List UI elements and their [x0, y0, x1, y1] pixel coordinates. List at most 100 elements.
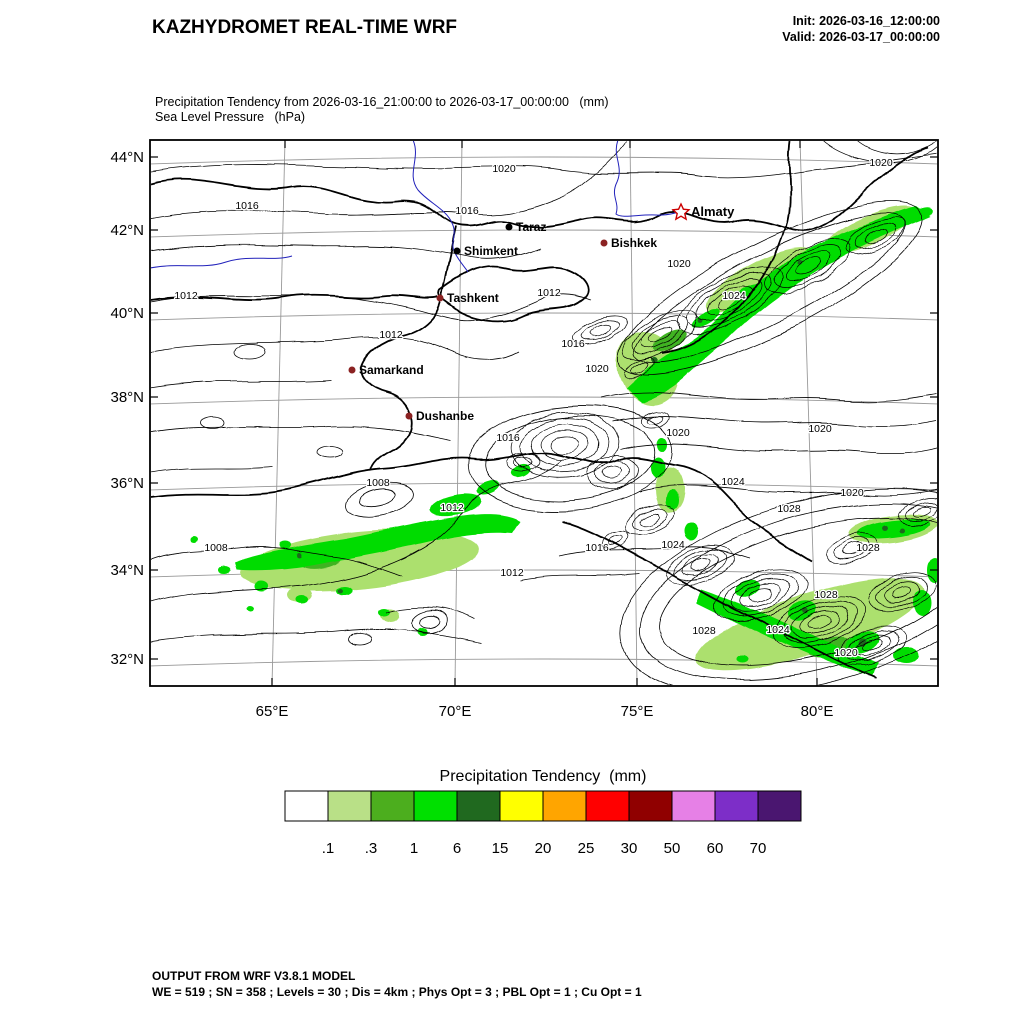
pressure-label: 1028: [692, 625, 716, 637]
pressure-label: 1008: [204, 542, 228, 554]
city-dot-dushanbe: [405, 412, 413, 420]
country-borders: [151, 141, 928, 680]
rivers: [151, 141, 683, 273]
pressure-label: 1020: [585, 363, 609, 375]
lat-label: 42°N: [110, 222, 144, 239]
footer: OUTPUT FROM WRF V3.8.1 MODEL WE = 519 ; …: [152, 969, 642, 999]
pressure-label: 1016: [235, 200, 259, 212]
legend-threshold: 25: [578, 840, 595, 857]
lat-label: 32°N: [110, 651, 144, 668]
legend-swatch: [585, 790, 630, 822]
pressure-label: 1020: [492, 163, 516, 175]
init-time-label: Init: 2026-03-16_12:00:00: [793, 14, 940, 28]
pressure-label: 1020: [869, 157, 893, 169]
pressure-label: 1024: [721, 476, 745, 488]
pressure-label: 1016: [585, 542, 609, 554]
legend-threshold: 30: [621, 840, 638, 857]
legend-swatch: [628, 790, 673, 822]
page-title: KAZHYDROMET REAL-TIME WRF: [152, 17, 457, 38]
lon-label: 80°E: [801, 703, 834, 720]
almaty-star-icon: [671, 202, 691, 221]
legend-swatch: [370, 790, 415, 822]
legend-swatch: [413, 790, 458, 822]
lat-label: 40°N: [110, 305, 144, 322]
legend-threshold: 1: [410, 840, 418, 857]
pressure-label: 1020: [840, 487, 864, 499]
legend: Precipitation Tendency (mm) .1 .3 1 6 15…: [284, 768, 802, 857]
pressure-label: 1024: [766, 624, 790, 636]
legend-threshold: 6: [453, 840, 461, 857]
pressure-label: 1016: [455, 205, 479, 217]
city-dot-tashkent: [436, 294, 444, 302]
pressure-label: 1024: [722, 290, 746, 302]
pressure-value-labels: 1016 1020 1020 1016 1012 1012 1020 1024 …: [173, 156, 894, 661]
legend-threshold: 20: [535, 840, 552, 857]
legend-swatch: [499, 790, 544, 822]
footer-model-line: OUTPUT FROM WRF V3.8.1 MODEL: [152, 969, 355, 983]
lat-label: 34°N: [110, 562, 144, 579]
pressure-label: 1016: [496, 432, 520, 444]
pressure-label: 1020: [834, 647, 858, 659]
lon-label: 70°E: [439, 703, 472, 720]
city-dot-shimkent: [453, 247, 461, 255]
pressure-label: 1012: [537, 287, 561, 299]
legend-threshold: .3: [365, 840, 378, 857]
legend-swatch: [456, 790, 501, 822]
pressure-label: 1020: [667, 258, 691, 270]
latitude-axis: 44°N 42°N 40°N 38°N 36°N 34°N 32°N: [110, 149, 144, 668]
lat-label: 38°N: [110, 389, 144, 406]
city-label-samarkand: Samarkand: [359, 363, 424, 377]
legend-threshold: 50: [664, 840, 681, 857]
pressure-label: 1028: [814, 589, 838, 601]
city-label-bishkek: Bishkek: [611, 236, 657, 250]
legend-swatch: [671, 790, 716, 822]
map-panel: 1016 1020 1020 1016 1012 1012 1020 1024 …: [110, 139, 939, 720]
city-label-almaty: Almaty: [691, 204, 735, 219]
city-dot-bishkek: [600, 239, 608, 247]
lat-label: 36°N: [110, 475, 144, 492]
lon-label: 65°E: [256, 703, 289, 720]
precipitation-layer: [191, 205, 937, 677]
legend-swatch: [542, 790, 587, 822]
legend-colorbar: [284, 790, 802, 822]
legend-swatch: [714, 790, 759, 822]
pressure-contours: [151, 141, 937, 685]
pressure-label: 1012: [500, 567, 524, 579]
legend-swatch: [284, 790, 329, 822]
cities: Almaty Taraz Shimkent Bishkek Tashkent S…: [348, 202, 735, 423]
footer-config-line: WE = 519 ; SN = 358 ; Levels = 30 ; Dis …: [152, 985, 642, 999]
city-label-dushanbe: Dushanbe: [416, 409, 474, 423]
map-subtitle-slp: Sea Level Pressure (hPa): [155, 110, 305, 124]
pressure-label: 1028: [777, 503, 801, 515]
legend-threshold: 15: [492, 840, 509, 857]
pressure-label: 1020: [808, 423, 832, 435]
pressure-label: 1008: [366, 477, 390, 489]
valid-time-label: Valid: 2026-03-17_00:00:00: [782, 30, 940, 44]
city-label-taraz: Taraz: [516, 220, 546, 234]
pressure-label: 1028: [856, 542, 880, 554]
legend-title: Precipitation Tendency (mm): [440, 768, 647, 785]
map-frame: [149, 139, 939, 687]
longitude-axis: 65°E 70°E 75°E 80°E: [256, 703, 834, 720]
legend-threshold: 70: [750, 840, 767, 857]
legend-threshold: .1: [322, 840, 335, 857]
pressure-label: 1012: [440, 502, 464, 514]
pressure-label: 1020: [666, 427, 690, 439]
pressure-label: 1024: [661, 539, 685, 551]
city-label-tashkent: Tashkent: [447, 291, 499, 305]
city-dot-samarkand: [348, 366, 356, 374]
city-label-shimkent: Shimkent: [464, 244, 518, 258]
city-dot-taraz: [505, 223, 513, 231]
pressure-label: 1012: [379, 329, 403, 341]
map-subtitle-precip: Precipitation Tendency from 2026-03-16_2…: [155, 95, 609, 109]
legend-swatch: [757, 790, 802, 822]
lon-label: 75°E: [621, 703, 654, 720]
pressure-label: 1012: [174, 290, 198, 302]
axis-ticks: [150, 140, 938, 686]
legend-thresholds: .1 .3 1 6 15 20 25 30 50 60 70: [322, 840, 767, 857]
pressure-label: 1016: [561, 338, 585, 350]
legend-swatch: [327, 790, 372, 822]
lat-label: 44°N: [110, 149, 144, 166]
legend-threshold: 60: [707, 840, 724, 857]
